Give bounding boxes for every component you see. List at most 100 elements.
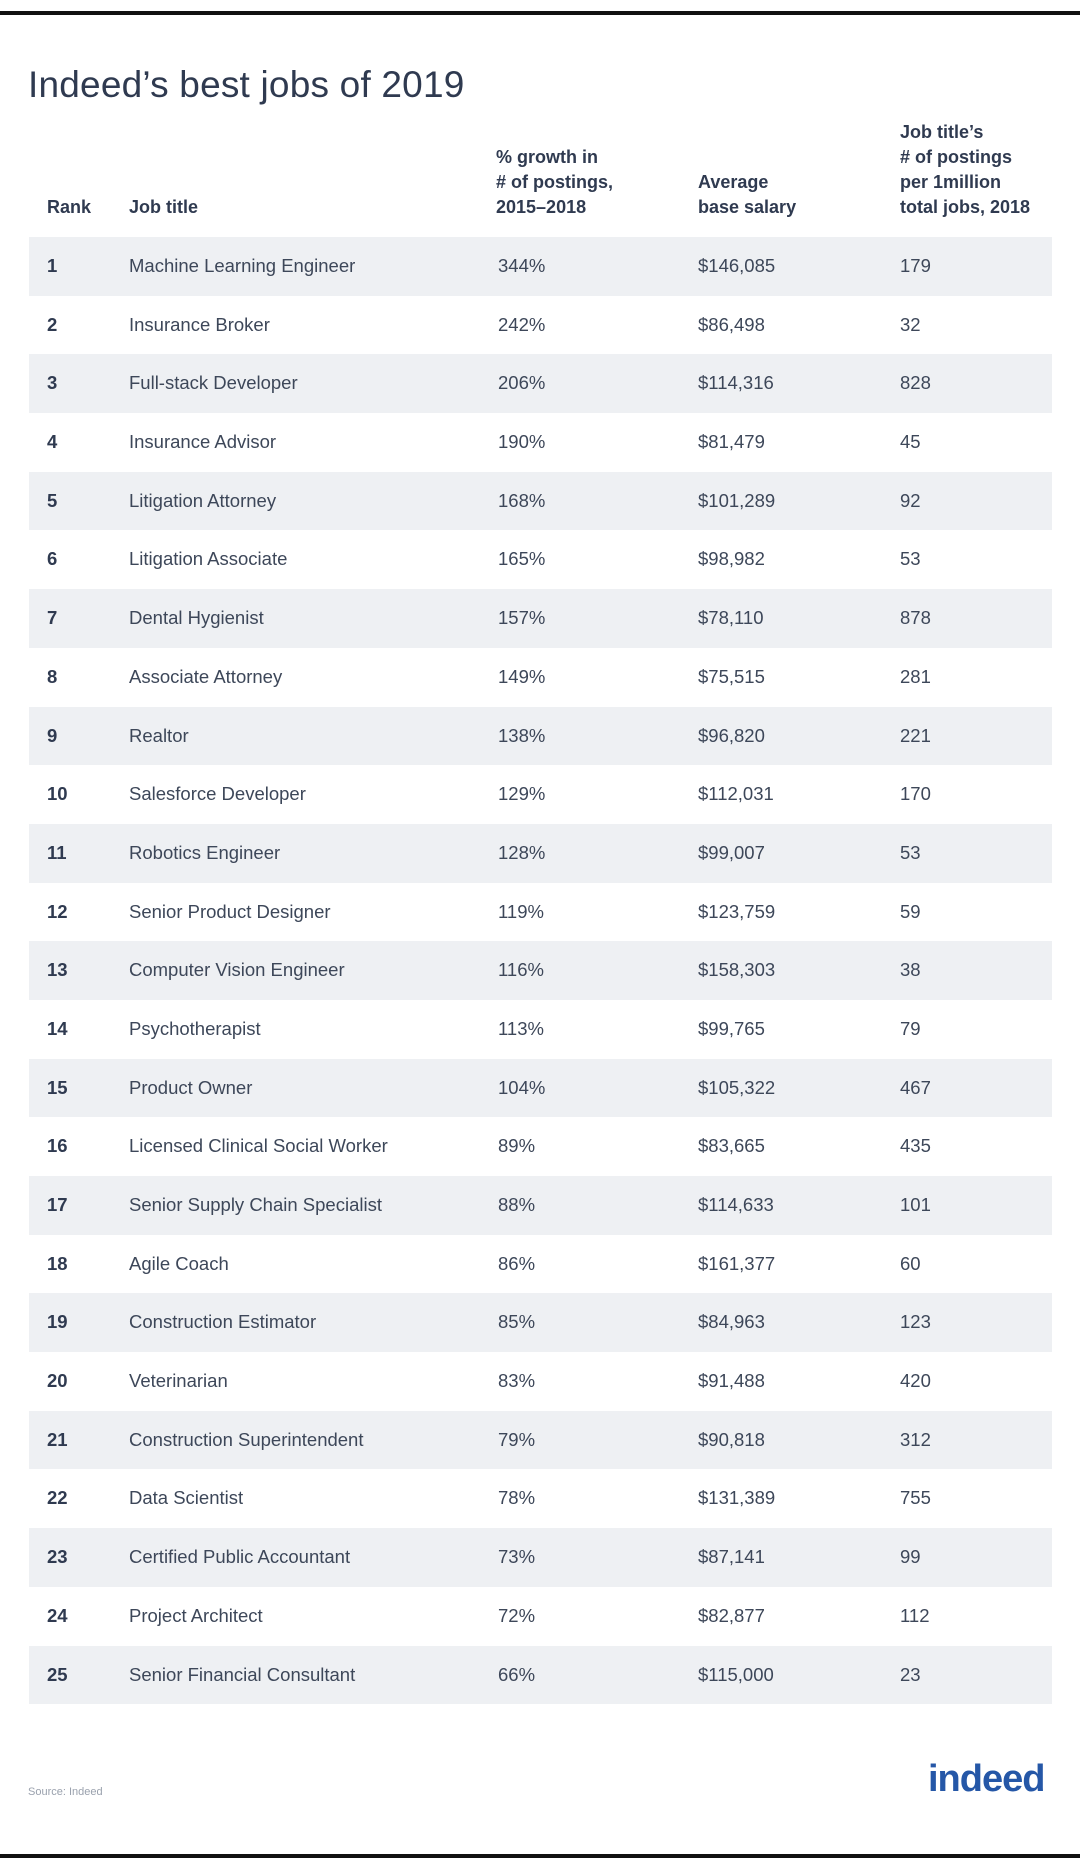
cell-rank: 11 [47, 841, 67, 863]
header-growth-line: # of postings, [496, 172, 613, 192]
table-row: 8 Associate Attorney 149% $75,515 281 [29, 648, 1052, 707]
cell-postings: 53 [900, 548, 921, 570]
cell-postings: 92 [900, 489, 921, 511]
cell-job-title: Associate Attorney [129, 665, 283, 687]
cell-salary: $99,765 [698, 1017, 765, 1039]
table-row: 15 Product Owner 104% $105,322 467 [29, 1058, 1052, 1118]
cell-job-title: Product Owner [129, 1076, 253, 1098]
cell-job-title: Litigation Associate [129, 548, 288, 570]
header-postings-line: total jobs, 2018 [900, 197, 1031, 217]
cell-rank: 24 [47, 1604, 68, 1626]
bottom-rule [0, 1854, 1080, 1858]
cell-growth: 104% [498, 1076, 546, 1098]
cell-rank: 4 [47, 431, 58, 453]
cell-rank: 18 [47, 1252, 68, 1274]
cell-job-title: Litigation Attorney [129, 489, 277, 511]
cell-rank: 8 [47, 665, 58, 687]
cell-job-title: Realtor [129, 724, 189, 746]
table-row: 9 Realtor 138% $96,820 221 [29, 706, 1052, 766]
cell-postings: 32 [900, 313, 921, 335]
cell-job-title: Certified Public Accountant [129, 1546, 351, 1568]
cell-rank: 16 [47, 1135, 68, 1157]
cell-postings: 281 [900, 665, 931, 687]
cell-postings: 79 [900, 1017, 921, 1039]
cell-salary: $158,303 [698, 959, 776, 981]
cell-job-title: Licensed Clinical Social Worker [129, 1135, 388, 1157]
header-salary-line: base salary [698, 197, 797, 217]
cell-salary: $81,479 [698, 431, 765, 453]
header-postings: Job title’s # of postings per 1million t… [900, 120, 1030, 220]
cell-salary: $123,759 [698, 900, 776, 922]
cell-postings: 60 [900, 1252, 921, 1274]
cell-growth: 113% [498, 1017, 544, 1039]
cell-rank: 3 [47, 372, 58, 394]
cell-growth: 72% [498, 1604, 536, 1626]
cell-salary: $87,141 [698, 1546, 765, 1568]
cell-growth: 344% [498, 255, 546, 276]
cell-postings: 53 [900, 841, 921, 863]
cell-job-title: Insurance Advisor [129, 431, 277, 453]
cell-growth: 157% [498, 607, 546, 629]
cell-rank: 15 [47, 1076, 68, 1098]
cell-postings: 755 [900, 1487, 931, 1509]
cell-growth: 79% [498, 1428, 536, 1450]
cell-postings: 435 [900, 1135, 931, 1157]
cell-rank: 9 [47, 724, 58, 746]
cell-job-title: Senior Product Designer [129, 900, 331, 922]
cell-salary: $82,877 [698, 1604, 765, 1626]
cell-growth: 190% [498, 431, 546, 453]
cell-rank: 19 [47, 1311, 68, 1333]
cell-growth: 89% [498, 1135, 536, 1157]
cell-rank: 7 [47, 607, 58, 629]
cell-salary: $99,007 [698, 841, 765, 863]
cell-rank: 13 [47, 959, 68, 981]
table-row: 20 Veterinarian 83% $91,488 420 [29, 1352, 1052, 1411]
cell-salary: $86,498 [698, 313, 765, 335]
cell-salary: $101,289 [698, 489, 776, 511]
header-growth-line: % growth in [496, 147, 598, 167]
cell-salary: $161,377 [698, 1252, 776, 1274]
table-row: 13 Computer Vision Engineer 116% $158,303 38 [29, 941, 1052, 1000]
table-header: Rank Job title % growth in # of postings… [0, 112, 1080, 220]
header-postings-line: # of postings [900, 147, 1012, 167]
table-row: 21 Construction Superintendent 79% $90,818 3… [29, 1410, 1052, 1470]
cell-postings: 878 [900, 607, 931, 629]
cell-salary: $91,488 [698, 1370, 765, 1392]
cell-growth: 83% [498, 1370, 536, 1392]
table-row: 11 Robotics Engineer 128% $99,007 53 [29, 823, 1052, 883]
cell-postings: 420 [900, 1370, 931, 1392]
top-rule [0, 11, 1080, 15]
cell-rank: 10 [47, 783, 68, 805]
cell-job-title: Senior Financial Consultant [129, 1663, 356, 1685]
cell-postings: 23 [900, 1663, 921, 1685]
header-postings-line: Job title’s [900, 122, 984, 142]
cell-rank: 22 [47, 1487, 68, 1509]
cell-job-title: Senior Supply Chain Specialist [129, 1194, 382, 1215]
cell-growth: 66% [498, 1663, 536, 1685]
cell-growth: 88% [498, 1194, 536, 1215]
table-row: 6 Litigation Associate 165% $98,982 53 [29, 530, 1052, 589]
table-row: 2 Insurance Broker 242% $86,498 32 [29, 296, 1052, 355]
cell-salary: $105,322 [698, 1076, 776, 1098]
cell-job-title: Project Architect [129, 1604, 263, 1626]
cell-growth: 129% [498, 783, 546, 805]
cell-postings: 170 [900, 783, 931, 805]
cell-job-title: Salesforce Developer [129, 783, 306, 805]
table-row: 24 Project Architect 72% $82,877 112 [29, 1587, 1052, 1646]
cell-salary: $84,963 [698, 1311, 765, 1333]
table-row: 3 Full-stack Developer 206% $114,316 828 [29, 354, 1052, 414]
cell-growth: 138% [498, 724, 546, 746]
cell-growth: 149% [498, 665, 546, 687]
header-job-title: Job title [129, 195, 198, 220]
cell-salary: $115,000 [698, 1663, 774, 1685]
cell-job-title: Insurance Broker [129, 313, 270, 335]
table-row: 1 Machine Learning Engineer 344% $146,085 17… [29, 237, 1052, 296]
table-row: 25 Senior Financial Consultant 66% $115,000… [29, 1645, 1052, 1705]
cell-growth: 73% [498, 1546, 536, 1568]
cell-job-title: Construction Superintendent [129, 1428, 364, 1450]
cell-rank: 12 [47, 900, 68, 922]
page-title: Indeed’s best jobs of 2019 [28, 64, 465, 105]
cell-growth: 165% [498, 548, 546, 570]
cell-salary: $146,085 [698, 255, 776, 276]
cell-rank: 21 [47, 1428, 68, 1450]
